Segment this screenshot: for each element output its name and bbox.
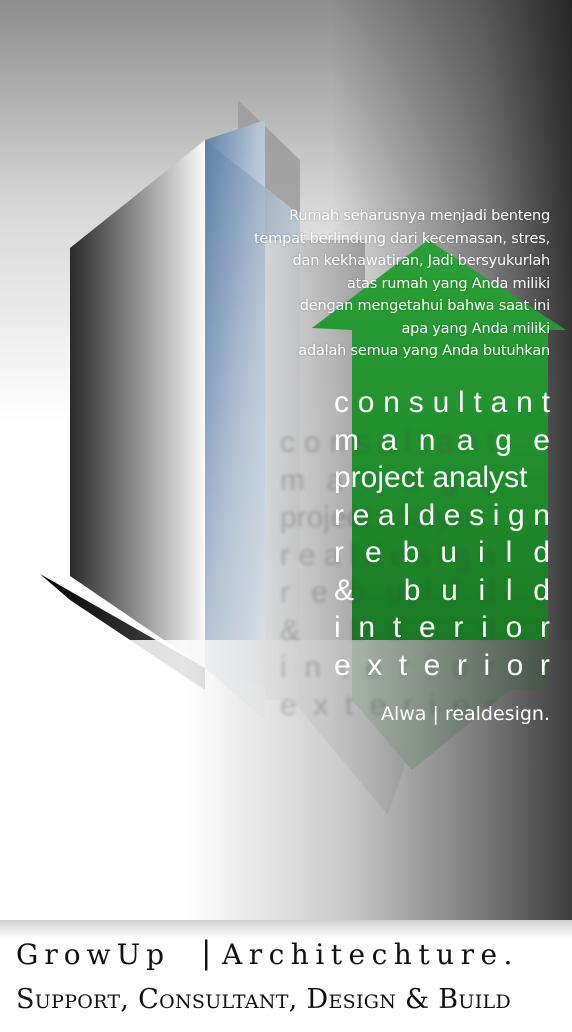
brand-name: GrowUp: [16, 938, 171, 971]
quote-line: apa yang Anda miliki: [401, 320, 551, 337]
building-arrow-artwork: [40, 100, 566, 815]
quote-line: Rumah seharusnya menjadi benteng: [289, 208, 550, 224]
brand-title: GrowUp | Architechture.: [16, 935, 556, 982]
brand-subtitle: Architechture.: [222, 938, 519, 971]
down-arrow-shape: [265, 240, 430, 815]
service-item: project analyst: [280, 501, 474, 534]
quote-text: Rumah seharusnya menjadi benteng tempat …: [220, 205, 550, 363]
quote-line: tempat berlindung dari kecemasan, stres,: [253, 230, 550, 247]
up-arrow-shape: [312, 240, 566, 770]
service-item: project analyst: [334, 461, 528, 494]
quote-line: atas rumah yang Anda miliki: [346, 275, 550, 292]
services-list: c o n s u l t a n t m a n a g e project analyst r e a l d e s i g…: [334, 384, 550, 684]
quote-line: dan kekhawatiran, Jadi bersyukurlah: [292, 253, 551, 269]
building-shape: [40, 120, 300, 720]
brand-separator: |: [201, 935, 212, 971]
byline: Alwa | realdesign.: [380, 703, 550, 725]
brand-tagline: Support, Consultant, Design & Build: [16, 984, 511, 1015]
brand-footer: GrowUp | Architechture. Support, Consult…: [0, 920, 572, 1032]
quote-line: dengan mengetahui bahwa saat ini: [299, 298, 550, 314]
services-shadow-text: c o n s u l t a n t m a n a g e project analyst r e a l d e s i g…: [280, 424, 496, 724]
quote-line: adalah semua yang Anda butuhkan: [298, 343, 550, 359]
poster: Rumah seharusnya menjadi benteng tempat …: [0, 0, 572, 920]
